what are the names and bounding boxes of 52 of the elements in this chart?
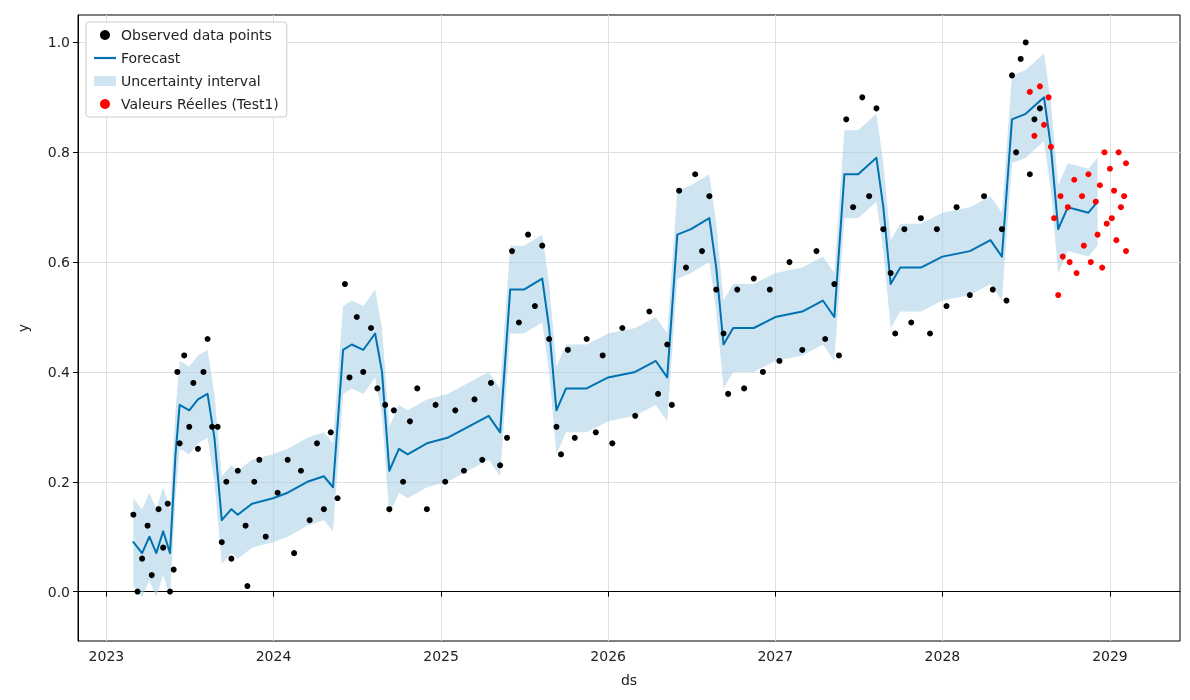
point xyxy=(1106,165,1113,172)
x-axis-title: ds xyxy=(620,672,638,688)
point xyxy=(1080,242,1087,249)
point xyxy=(1071,176,1078,183)
point xyxy=(1096,182,1103,189)
x-tick-label: 2029 xyxy=(1092,648,1128,664)
point xyxy=(1041,121,1048,128)
legend-label: Uncertainty interval xyxy=(121,73,261,89)
point xyxy=(1036,83,1043,90)
point xyxy=(1079,193,1086,200)
legend-label: Valeurs Réelles (Test1) xyxy=(121,96,279,112)
point xyxy=(1111,187,1118,194)
point xyxy=(1059,253,1066,260)
x-tick-label: 2028 xyxy=(924,648,961,664)
y-tick-label: 0.2 xyxy=(47,473,70,490)
point xyxy=(1122,248,1129,255)
point xyxy=(1026,88,1033,95)
point xyxy=(1087,259,1094,266)
point xyxy=(1113,237,1120,244)
point xyxy=(1122,160,1129,167)
y-tick-label: 0.6 xyxy=(47,254,71,271)
legend-label: Forecast xyxy=(121,50,181,66)
y-tick-label: 0.0 xyxy=(47,583,70,600)
point xyxy=(1045,94,1052,101)
point xyxy=(1108,215,1115,222)
point xyxy=(1092,198,1099,205)
x-tick-label: 2024 xyxy=(255,648,292,664)
y-tick-label: 0.8 xyxy=(47,144,70,161)
point xyxy=(1103,220,1110,227)
point xyxy=(1099,264,1106,271)
point xyxy=(1051,215,1058,222)
point xyxy=(1094,231,1101,238)
x-tick-label: 2026 xyxy=(590,648,627,664)
x-tick-label: 2027 xyxy=(757,648,794,664)
point xyxy=(1047,143,1054,150)
point xyxy=(1057,193,1064,200)
point xyxy=(1073,270,1080,277)
point xyxy=(1066,259,1073,266)
y-tick-label: 1.0 xyxy=(47,34,70,51)
point xyxy=(1101,149,1108,156)
point xyxy=(1121,193,1128,200)
x-tick-label: 2023 xyxy=(88,648,125,664)
point xyxy=(1085,171,1092,178)
y-tick-label: 0.4 xyxy=(47,363,71,380)
point xyxy=(1031,132,1038,139)
point xyxy=(1064,204,1071,211)
y-axis-title: y xyxy=(15,323,31,333)
legend-label: Observed data points xyxy=(121,27,272,43)
point xyxy=(1115,149,1122,156)
x-tick-label: 2025 xyxy=(423,648,459,664)
point xyxy=(1055,292,1062,299)
point xyxy=(1117,204,1124,211)
